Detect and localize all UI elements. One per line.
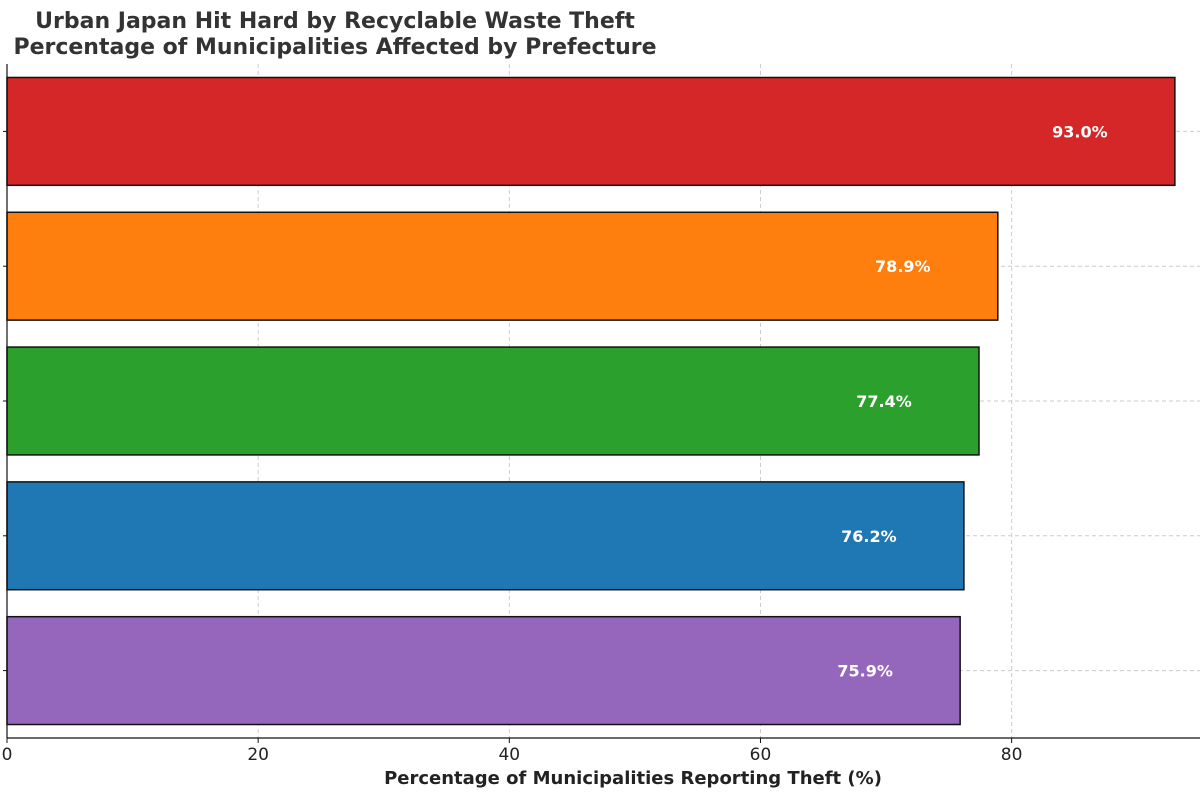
bar-value-label-2: 77.4%	[856, 392, 912, 411]
bar-value-label-1: 78.9%	[875, 257, 931, 276]
x-axis-label: Percentage of Municipalities Reporting T…	[384, 768, 882, 789]
bar-0	[6, 76, 1176, 187]
x-tick-label-2: 40	[498, 745, 520, 765]
x-tick-label-3: 60	[750, 745, 772, 765]
chart-subtitle: Percentage of Municipalities Affected by…	[13, 35, 656, 60]
x-tick-label-4: 80	[1001, 745, 1023, 765]
x-tick-label-1: 20	[247, 745, 269, 765]
bar-value-label-3: 76.2%	[841, 527, 897, 546]
chart-title: Urban Japan Hit Hard by Recyclable Waste…	[35, 9, 635, 34]
bar-1	[6, 211, 999, 321]
bar-value-label-4: 75.9%	[837, 662, 893, 681]
bar-value-label-0: 93.0%	[1052, 122, 1108, 141]
bars: 93.0% 78.9% 77.4% 76.2% 75.9%	[6, 76, 1176, 726]
axes: 0 20 40 60 80	[2, 64, 1200, 765]
bar-4	[6, 615, 961, 726]
x-tick-label-0: 0	[2, 745, 13, 765]
bar-2	[6, 346, 980, 456]
bar-3	[6, 481, 965, 591]
